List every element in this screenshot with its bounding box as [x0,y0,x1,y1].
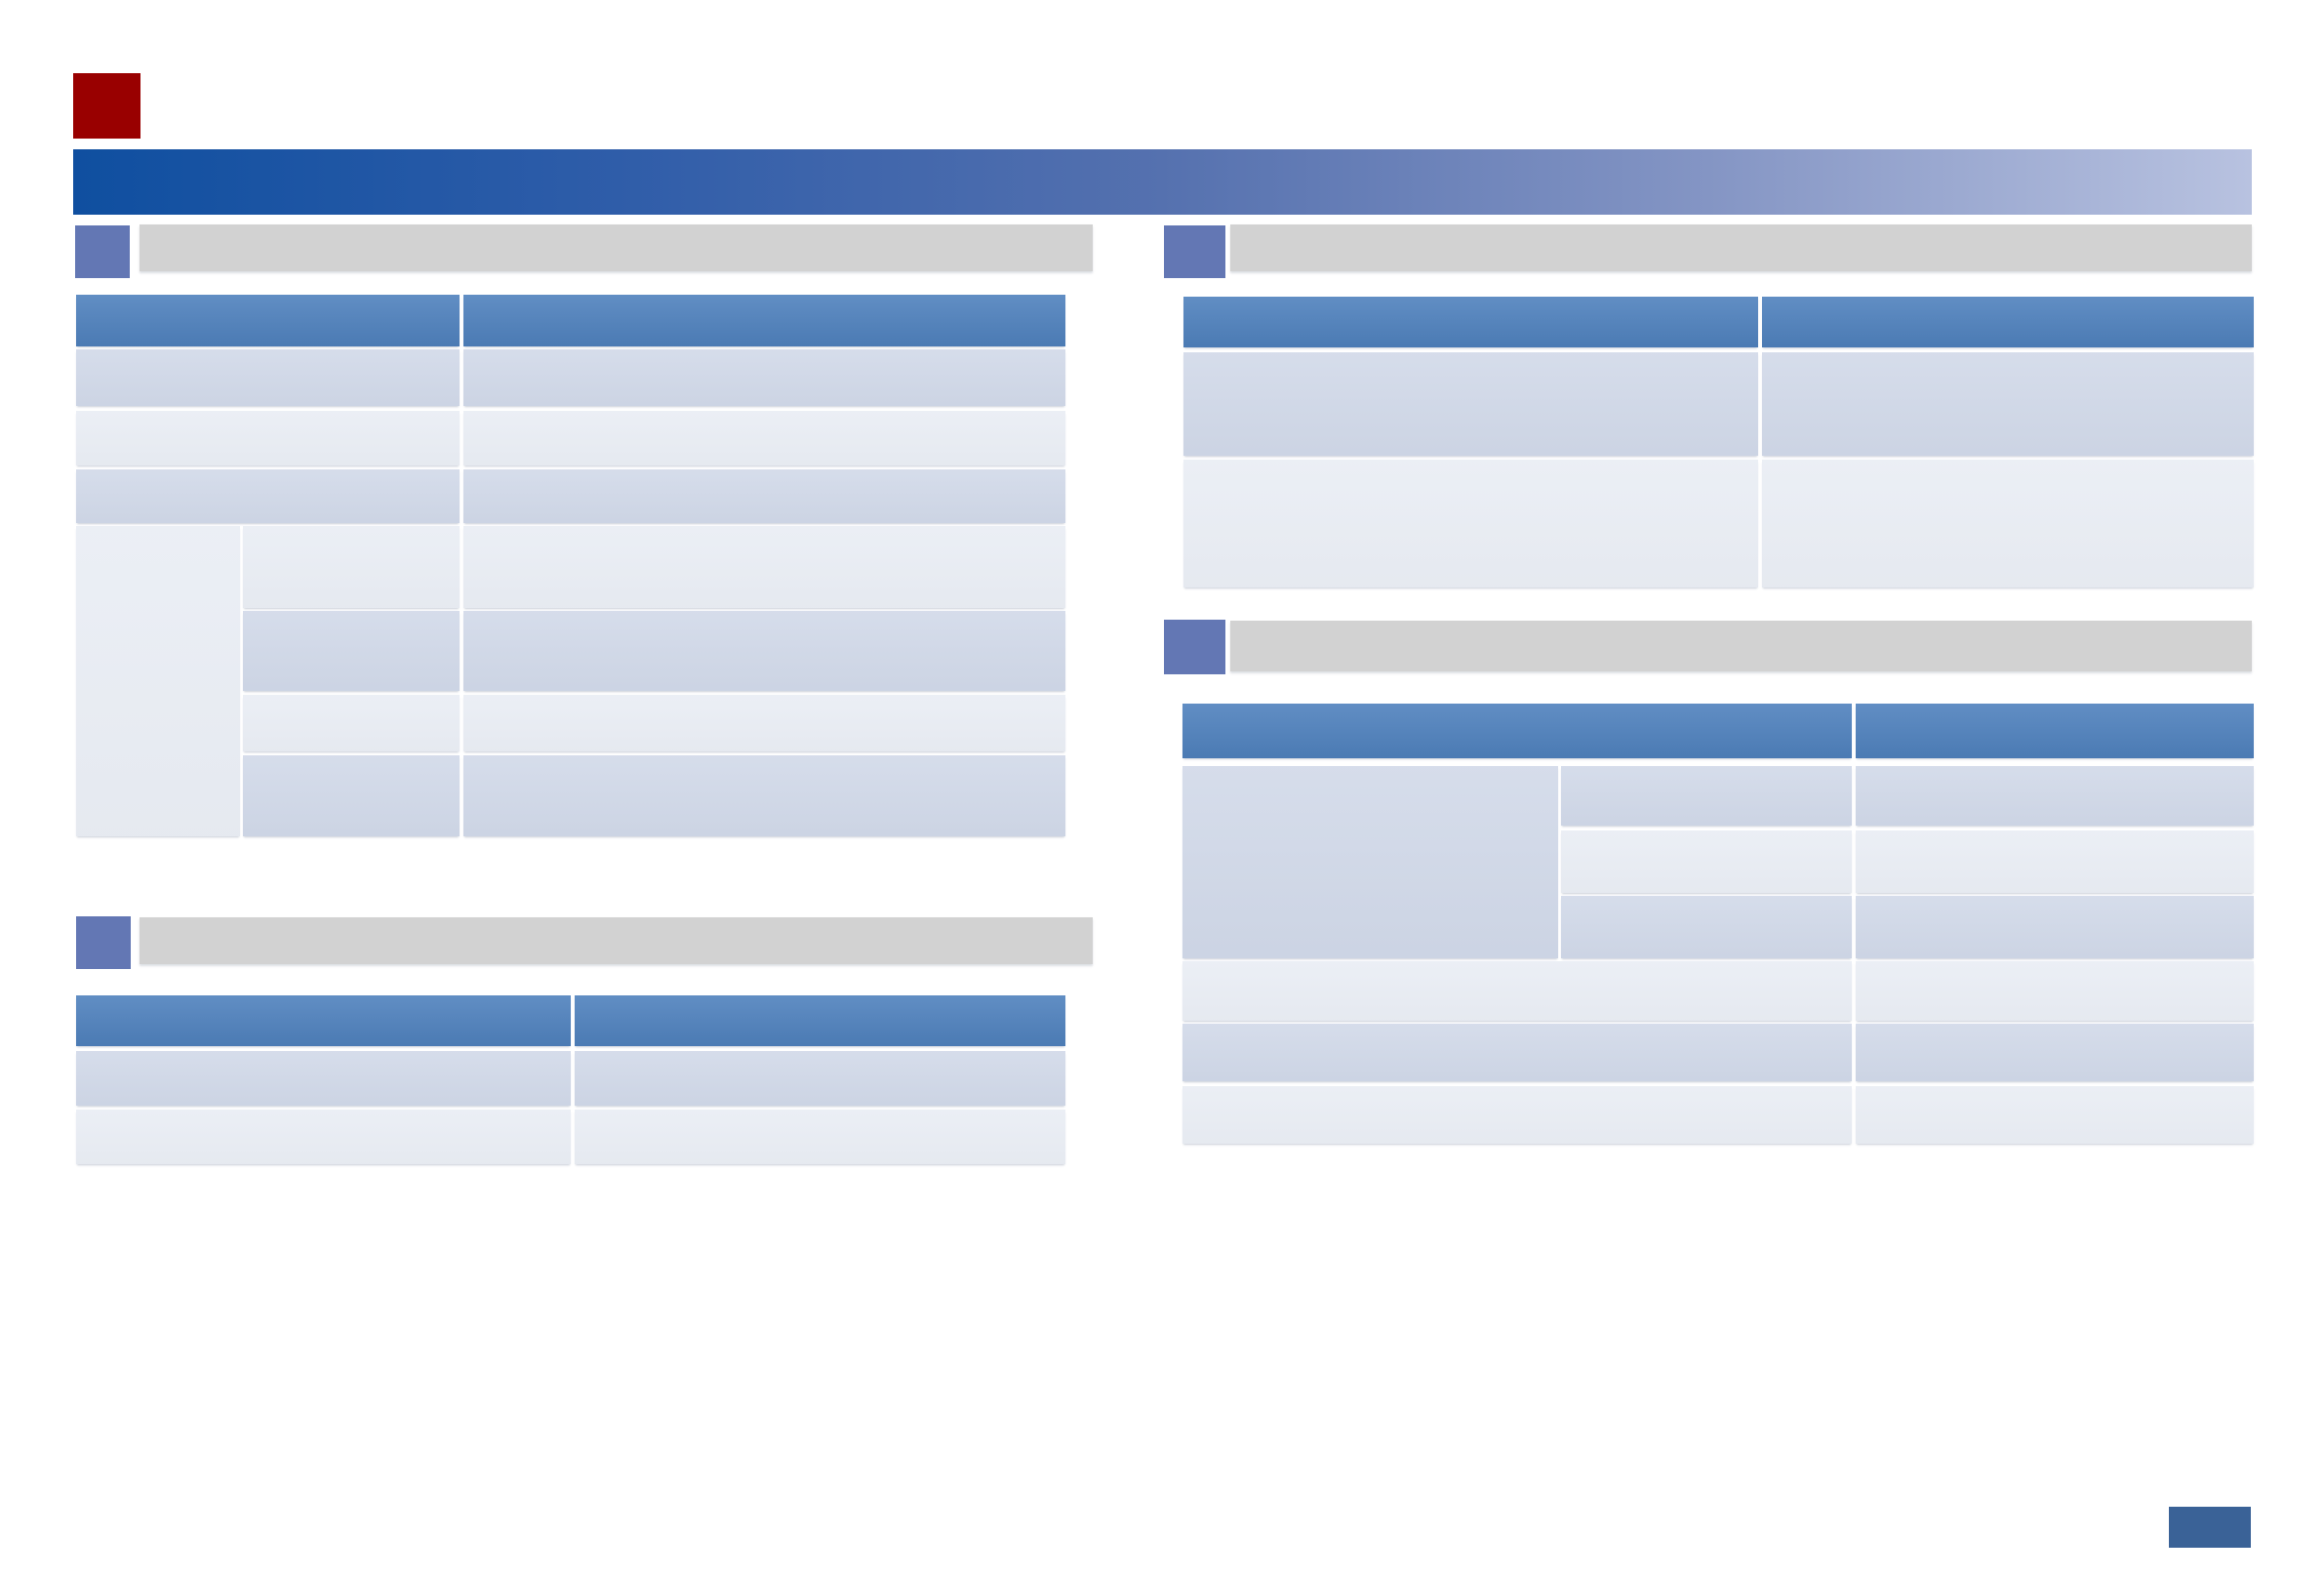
table-cell [575,1051,1065,1106]
table-cell [1183,460,1758,587]
table-cell [1182,961,1852,1021]
table-cell [76,1051,571,1106]
table-cell [76,1110,571,1164]
section-bullet-left-bottom [76,916,131,969]
table-cell [463,755,1065,836]
section-title-bar-right-bottom [1230,621,2252,671]
table-cell [1856,830,2254,893]
table-header-cell [1856,704,2254,758]
section-title-bar-left-top [140,224,1093,271]
table-header-cell [76,295,460,346]
table-cell [463,469,1065,523]
table-cell [243,526,460,608]
table-cell [243,695,460,751]
table-header-cell [575,995,1065,1046]
table-header-cell [1183,297,1758,347]
page-number-box [2169,1507,2251,1548]
table-cell [1856,961,2254,1021]
table-cell [1856,1024,2254,1081]
table-cell [76,526,240,836]
table-cell [1762,460,2254,587]
section-title-bar-left-bottom [140,917,1093,964]
section-bullet-right-bottom [1164,620,1225,674]
table-cell [1183,352,1758,456]
table-cell [1561,766,1852,826]
title-banner [73,149,2252,215]
table-cell [76,469,460,523]
table-cell [76,411,460,465]
table-cell [463,349,1065,406]
table-cell [243,611,460,691]
table-cell [1182,1024,1852,1081]
table-cell [243,755,460,836]
table-cell [1762,352,2254,456]
section-bullet-left-top [75,225,130,278]
table-cell [1856,896,2254,958]
section-title-bar-right-top [1230,224,2252,271]
table-cell [575,1110,1065,1164]
table-cell [1182,1086,1852,1144]
table-cell [1856,1086,2254,1144]
table-cell [1856,766,2254,826]
table-cell [1182,766,1558,958]
table-cell [463,526,1065,608]
table-cell [463,695,1065,751]
section-bullet-right-top [1164,225,1225,278]
accent-red-square [73,73,140,139]
table-header-cell [76,995,571,1046]
table-header-cell [1762,297,2254,347]
table-header-cell [463,295,1065,346]
table-cell [1561,896,1852,958]
table-cell [463,411,1065,465]
table-header-cell [1182,704,1852,758]
table-cell [76,349,460,406]
table-cell [1561,830,1852,893]
table-cell [463,611,1065,691]
